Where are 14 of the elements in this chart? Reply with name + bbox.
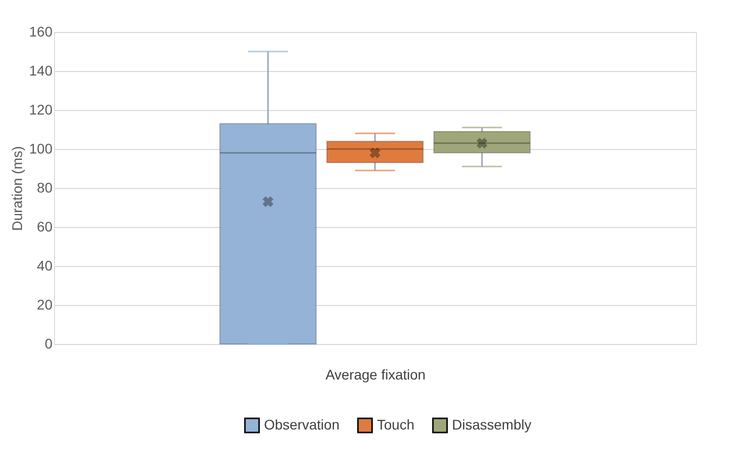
y-tick-label: 140 [29, 62, 53, 78]
y-tick-label: 120 [29, 102, 53, 118]
y-axis-title: Duration (ms) [9, 146, 26, 231]
y-tick-label: 20 [36, 296, 53, 312]
y-tick-label: 0 [44, 336, 53, 352]
y-tick-label: 60 [36, 218, 53, 234]
y-tick-label: 40 [36, 258, 53, 274]
legend-label: Observation [264, 416, 340, 432]
y-tick-label: 80 [36, 180, 53, 196]
y-tick-label: 100 [29, 140, 53, 156]
x-axis-title: Average fixation [325, 366, 426, 382]
y-tick-label: 160 [29, 24, 53, 40]
legend-label: Touch [377, 416, 414, 432]
legend-label: Disassembly [452, 416, 532, 432]
